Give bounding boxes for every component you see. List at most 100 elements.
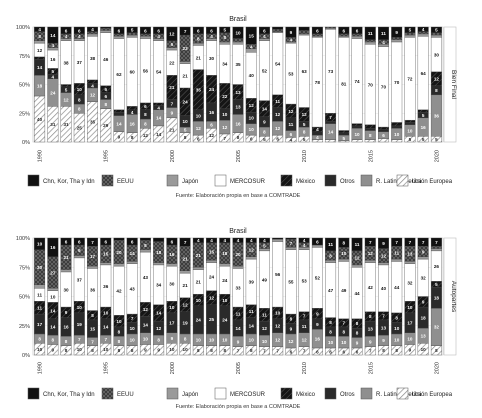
data-label: 21 <box>169 128 175 133</box>
data-label: 73 <box>328 69 334 74</box>
data-label: 12 <box>90 93 96 98</box>
legend-swatch <box>360 387 373 400</box>
legend-label: Japón <box>182 392 198 398</box>
legend-label: Otros <box>340 392 355 398</box>
bar-segment <box>391 122 403 127</box>
data-label: 6 <box>104 87 107 92</box>
data-label: 12 <box>156 326 162 331</box>
data-label: 32 <box>407 280 413 285</box>
bar-segment <box>272 238 284 242</box>
bar-segment <box>285 237 297 240</box>
data-label: 23 <box>183 46 189 51</box>
bar-segment <box>192 42 204 46</box>
bar-segment <box>139 249 151 253</box>
data-label: 11 <box>236 311 241 316</box>
legend-label: Unión Europea <box>412 392 453 398</box>
data-label: 15 <box>249 33 255 38</box>
data-label: 8 <box>131 135 134 140</box>
bar-segment <box>430 246 442 249</box>
data-label: 9 <box>290 30 293 35</box>
data-label: 8 <box>197 348 200 353</box>
caption: Fuente: Elaboración propia en base a COM… <box>176 193 301 199</box>
data-label: 5 <box>303 122 306 127</box>
data-label: 8 <box>395 348 398 353</box>
bar-segment <box>338 237 350 248</box>
bar-segment <box>126 32 138 36</box>
bar-segment <box>166 263 178 267</box>
data-label: 31 <box>50 122 56 127</box>
data-label: 21 <box>183 256 189 261</box>
data-label: 4 <box>91 83 94 88</box>
data-label: 21 <box>196 253 202 258</box>
data-label: 21 <box>183 283 189 288</box>
data-label: 8 <box>369 314 372 319</box>
chart-title: Brasil <box>229 228 247 235</box>
data-label: 35 <box>90 120 96 125</box>
data-label: 14 <box>328 129 334 134</box>
data-label: 6 <box>263 28 266 33</box>
data-label: 25 <box>77 125 83 130</box>
data-label: 7 <box>276 349 279 354</box>
legend-label: EEUU <box>117 392 134 398</box>
data-label: 6 <box>131 239 134 244</box>
data-label: 8 <box>290 317 293 322</box>
data-label: 8 <box>91 348 94 353</box>
data-label: 5 <box>223 28 226 33</box>
data-label: 40 <box>37 117 43 122</box>
bar-segment <box>139 26 151 35</box>
data-label: 8 <box>78 97 81 102</box>
data-label: 4 <box>197 238 200 243</box>
bar-segment <box>60 26 72 35</box>
bar-segment <box>338 130 350 133</box>
data-label: 12 <box>368 251 374 256</box>
data-label: 19 <box>77 322 83 327</box>
data-label: 12 <box>275 112 281 117</box>
data-label: 5 <box>435 282 438 287</box>
x-tick-label: 2005 <box>236 150 242 162</box>
data-label: 6 <box>210 123 213 128</box>
bar-segment <box>258 26 270 35</box>
data-label: 10 <box>407 305 413 310</box>
data-label: 18 <box>222 251 228 256</box>
data-label: 5 <box>184 128 187 133</box>
bar-segment <box>364 237 376 247</box>
bar-segment <box>206 237 218 243</box>
data-label: 10 <box>183 119 189 124</box>
data-label: 40 <box>249 73 255 78</box>
data-label: 9 <box>78 248 81 253</box>
data-label: 8 <box>329 320 332 325</box>
data-label: 12 <box>64 97 70 102</box>
data-label: 24 <box>196 318 202 323</box>
data-label: 5 <box>435 137 438 142</box>
bar-segment <box>391 125 403 129</box>
legend-swatch <box>101 174 114 187</box>
data-label: 10 <box>249 116 255 121</box>
data-label: 24 <box>50 90 56 95</box>
bar-segment <box>126 237 138 246</box>
data-label: 17 <box>169 321 175 326</box>
data-label: 12 <box>143 133 149 138</box>
legend-swatch <box>396 174 409 187</box>
data-label: 54 <box>156 70 162 75</box>
legend-label: MERCOSUR <box>230 179 266 185</box>
data-label: 53 <box>302 279 308 284</box>
data-label: 10 <box>222 112 228 117</box>
bar-segment <box>232 265 244 269</box>
bar-segment <box>232 237 244 243</box>
data-label: 7 <box>435 240 438 245</box>
bar-segment <box>192 26 204 35</box>
data-label: 11 <box>262 312 267 317</box>
data-label: 6 <box>290 132 293 137</box>
bar-segment <box>325 237 337 252</box>
bar-segment <box>87 237 98 247</box>
data-label: 7 <box>223 136 226 141</box>
data-label: 12 <box>288 339 294 344</box>
data-label: 6 <box>197 136 200 141</box>
data-label: 4 <box>422 27 425 32</box>
bar-segment <box>245 48 257 53</box>
data-label: 7 <box>290 241 293 246</box>
data-label: 10 <box>50 294 56 299</box>
data-label: 8 <box>356 321 359 326</box>
data-label: 10 <box>196 298 202 303</box>
data-label: 8 <box>144 112 147 117</box>
